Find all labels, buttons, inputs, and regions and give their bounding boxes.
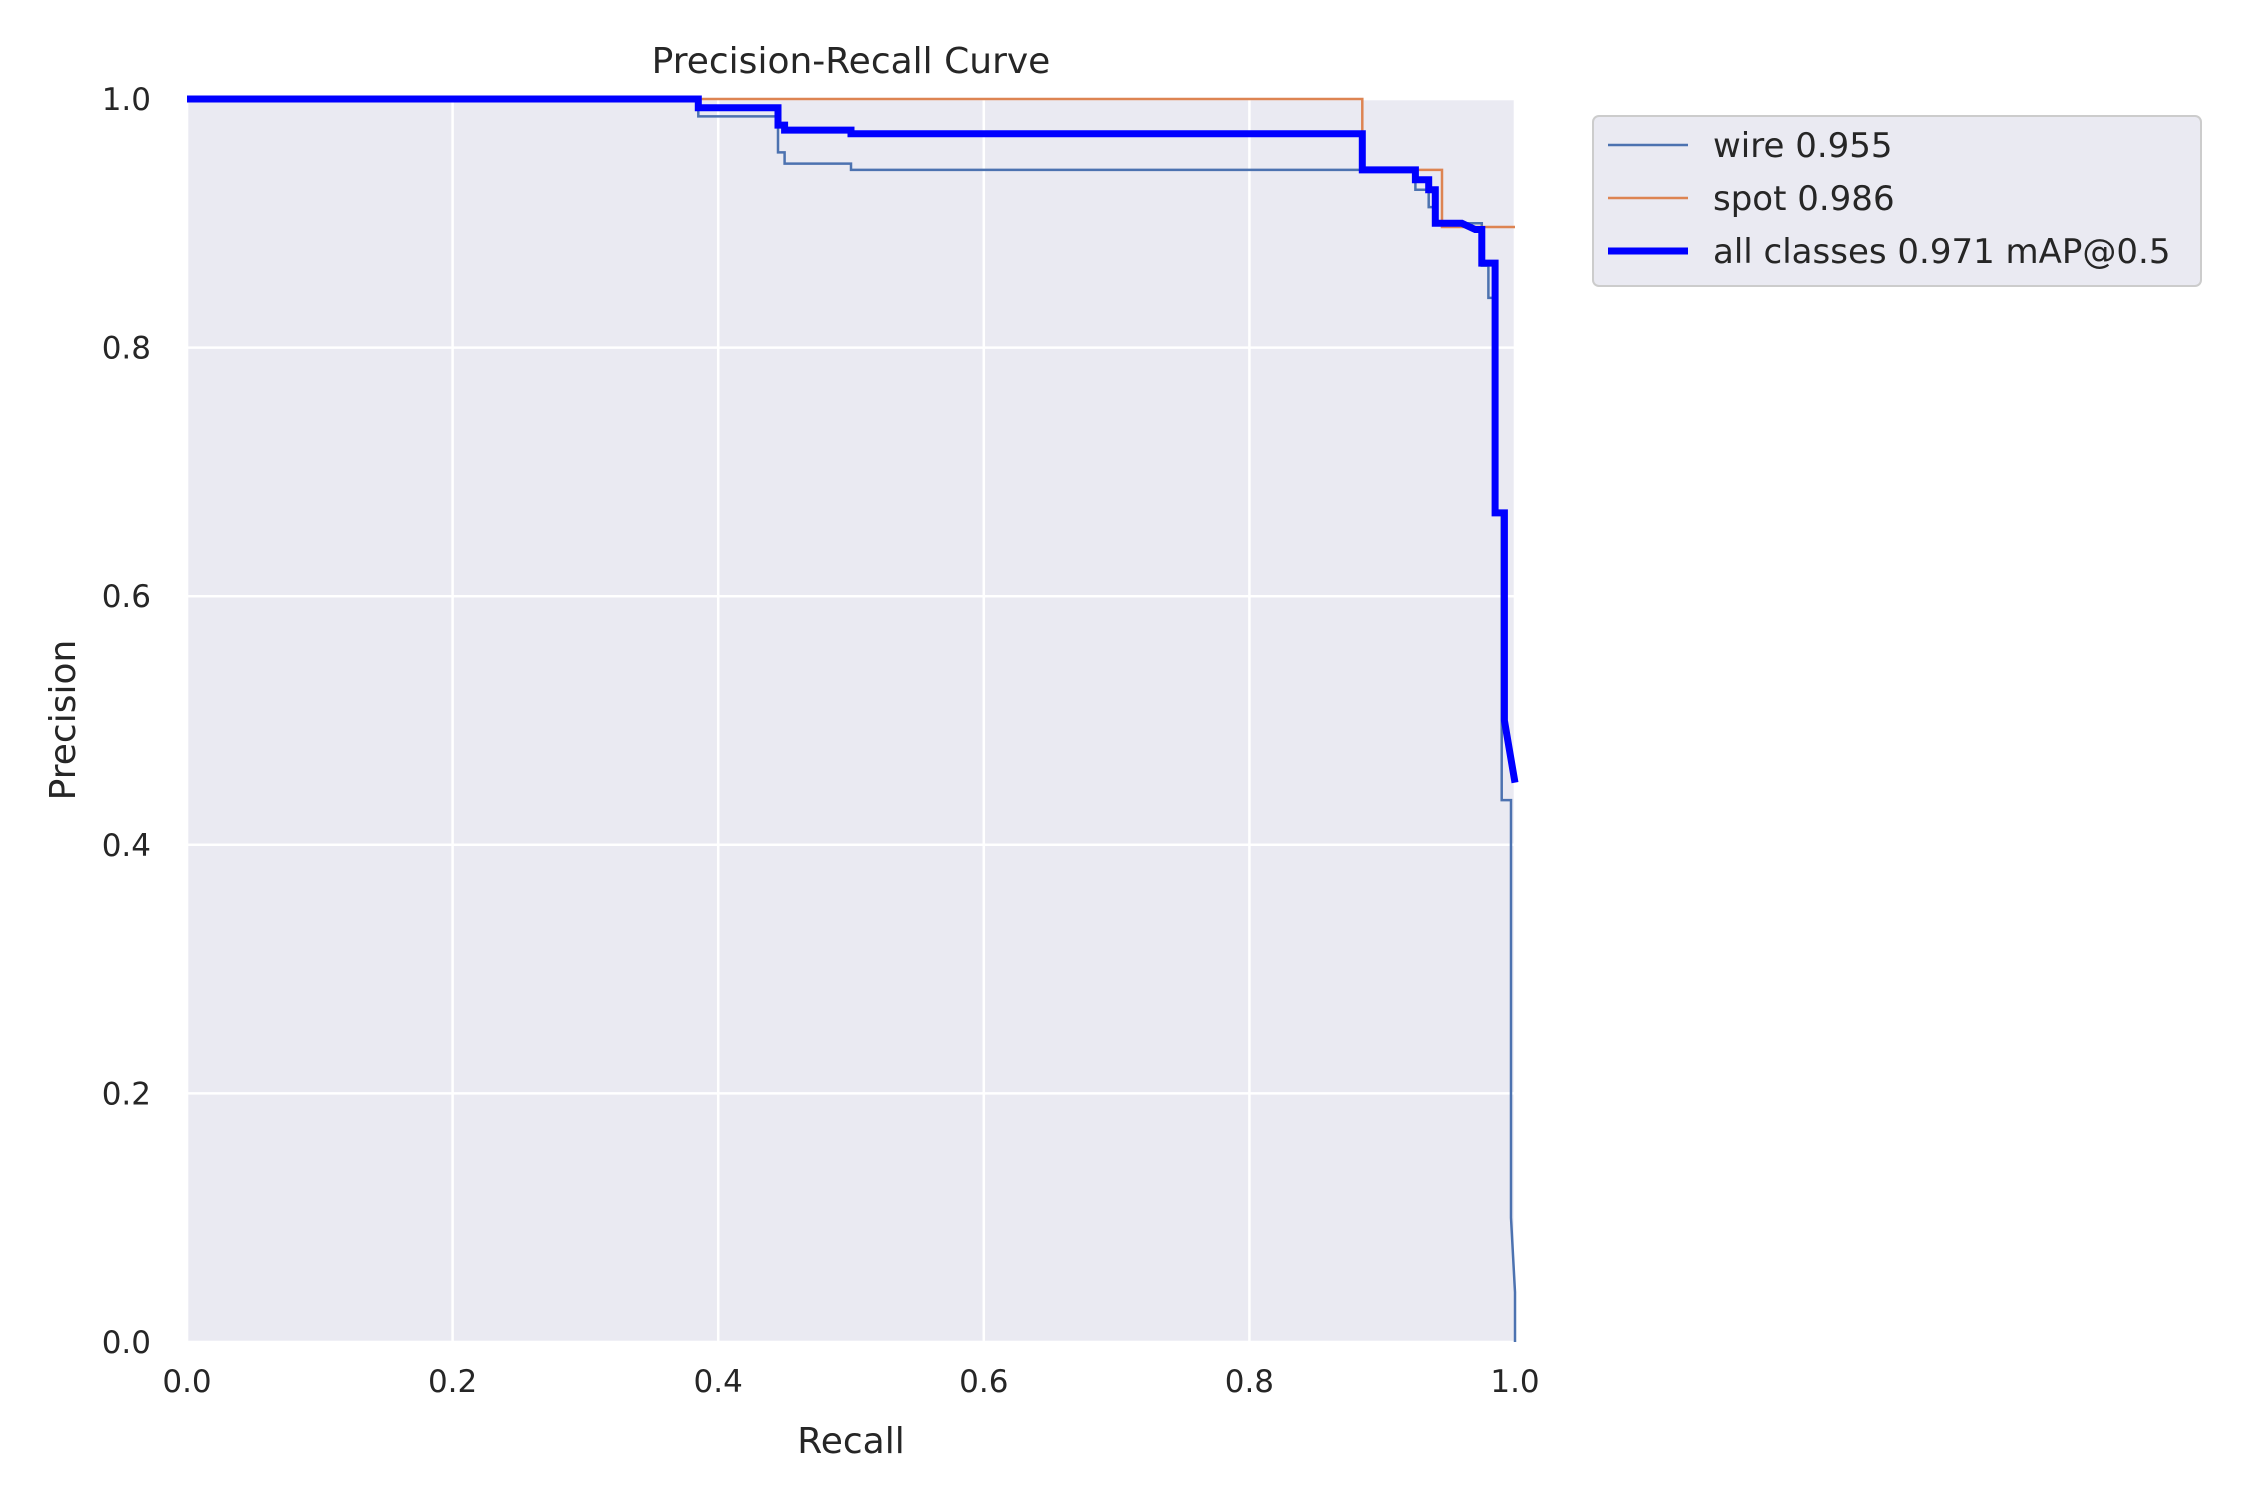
legend-entry-all-classes: all classes 0.971 mAP@0.5 <box>1713 232 2170 272</box>
y-tick-label: 0.4 <box>102 828 151 864</box>
chart-title: Precision-Recall Curve <box>652 41 1051 82</box>
legend-items: wire 0.955 spot 0.986 all classes 0.971 mA… <box>1608 126 2170 272</box>
x-tick-label: 0.2 <box>428 1364 477 1400</box>
x-tick-label: 0.4 <box>694 1364 743 1400</box>
x-tick-label: 0.8 <box>1225 1364 1274 1400</box>
y-tick-labels: 0.0 0.2 0.4 0.6 0.8 1.0 <box>102 82 151 1361</box>
legend: wire 0.955 spot 0.986 all classes 0.971 mA… <box>1592 115 2202 287</box>
plot-background <box>187 99 1515 1342</box>
legend-entry-wire: wire 0.955 <box>1713 126 1893 166</box>
series-lines <box>187 95 1519 1342</box>
x-tick-label: 1.0 <box>1490 1364 1539 1400</box>
all-classes-series-line <box>187 95 1519 784</box>
x-axis-label: Recall <box>797 1421 904 1462</box>
x-tick-label: 0.6 <box>959 1364 1008 1400</box>
y-tick-label: 1.0 <box>102 82 151 118</box>
y-tick-label: 0.6 <box>102 579 151 615</box>
legend-entry-spot: spot 0.986 <box>1713 179 1895 219</box>
y-tick-label: 0.0 <box>102 1325 151 1361</box>
y-tick-label: 0.2 <box>102 1076 151 1112</box>
y-tick-label: 0.8 <box>102 331 151 367</box>
y-axis-label: Precision <box>43 640 84 801</box>
legend-box <box>1592 115 2202 287</box>
x-tick-labels: 0.0 0.2 0.4 0.6 0.8 1.0 <box>162 1364 1539 1400</box>
x-tick-label: 0.0 <box>162 1364 211 1400</box>
